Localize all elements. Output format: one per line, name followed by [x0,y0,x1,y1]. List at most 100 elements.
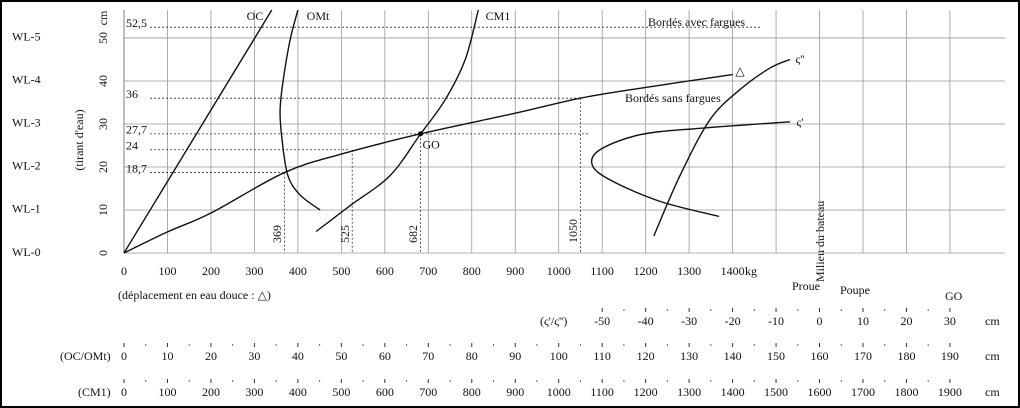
x-axis-label: (déplacement en eau douce : △) [118,288,271,302]
scale-tick-label: 100 [550,349,568,363]
scale-tick-label: 80 [466,349,478,363]
scale-tick-label: -20 [725,314,741,328]
scale-tick-label: 40 [292,349,304,363]
scale-tick-label: 1700 [851,385,875,399]
reference-value: 525 [338,225,352,243]
reference-label: 27,7 [126,123,147,137]
wl-label: WL-3 [12,116,41,130]
curve [590,121,791,218]
scale-tick-label: 1600 [808,385,832,399]
scale-tick-label: 60 [379,349,391,363]
x-tick-label: 1000 [547,264,571,278]
x-tick-label: 0 [121,264,127,278]
stern-label: Poupe [840,283,870,297]
scale-tick-label: 600 [376,385,394,399]
scale-label: (CM1) [78,385,111,399]
go-label: GO [422,138,440,152]
go-point [417,131,423,137]
scale-tick-label: 150 [767,349,785,363]
curve-label: CM1 [486,9,511,23]
scale-tick-label: 30 [248,349,260,363]
scale-tick-label: 30 [944,314,956,328]
scale-tick-label: -40 [638,314,654,328]
scale-tick-label: 0 [121,349,127,363]
y-tick-label: 20 [96,161,110,173]
scale-label: (ς'/ς'') [540,314,567,328]
scale-tick-label: 140 [724,349,742,363]
y-tick-label: 50 [96,32,110,44]
x-tick-label: 700 [419,264,437,278]
scale-tick-label: 20 [900,314,912,328]
x-tick-label: 900 [506,264,524,278]
scale-tick-label: 120 [637,349,655,363]
x-unit: kg [745,264,757,278]
wl-label: WL-5 [12,30,41,44]
scale-tick-label: 10 [161,349,173,363]
wl-label: WL-1 [12,202,41,216]
reference-text: Bordés sans fargues [625,91,721,105]
scale-tick-label: 0 [121,385,127,399]
wl-label: WL-0 [12,245,41,259]
scale-tick-label: 1400 [721,385,745,399]
scale-tick-label: 300 [245,385,263,399]
reference-value: 369 [270,225,284,243]
x-tick-label: 1400 [721,264,745,278]
scale-tick-label: 20 [205,349,217,363]
scale-unit: cm [985,385,1000,399]
scale-tick-label: 160 [811,349,829,363]
curve [279,9,321,211]
scale-tick-label: 1200 [634,385,658,399]
y-tick-label: 10 [96,204,110,216]
x-tick-label: 1300 [677,264,701,278]
x-tick-label: 400 [289,264,307,278]
scale-tick-label: 0 [817,314,823,328]
reference-text: Bordés avec fargues [648,15,745,29]
scale-tick-label: 1300 [677,385,701,399]
scale-tick-label: 180 [897,349,915,363]
scale-tick-label: 190 [941,349,959,363]
x-tick-label: 1200 [634,264,658,278]
scale-tick-label: 400 [289,385,307,399]
scale-tick-label: 800 [463,385,481,399]
scale-tick-label: 700 [419,385,437,399]
bow-label: Proue [792,279,820,293]
scale-tick-label: 1900 [938,385,962,399]
x-tick-label: 800 [463,264,481,278]
scale-tick-label: 110 [593,349,611,363]
scale-tick-label: 1800 [894,385,918,399]
scale-label: (OC/OMt) [60,349,111,363]
wl-label: WL-2 [12,159,41,173]
x-tick-label: 500 [332,264,350,278]
reference-label: 18,7 [126,161,147,175]
curve-label: ς' [797,115,804,129]
scale-tick-label: 100 [158,385,176,399]
scale-tick-label: 70 [422,349,434,363]
scale-tick-label: 50 [335,349,347,363]
scale-tick-label: 900 [506,385,524,399]
reference-value: 682 [406,225,420,243]
curve-label: OC [247,9,264,23]
wl-label: WL-4 [12,73,41,87]
y-tick-label: 0 [96,250,110,256]
curve [653,58,791,237]
reference-value: 1050 [566,219,580,243]
reference-label: 36 [126,87,138,101]
scale-tick-label: -30 [681,314,697,328]
curve [123,73,733,254]
scale-unit: cm [985,314,1000,328]
y-tick-label: 40 [96,75,110,87]
curve [123,9,273,254]
scale-tick-label: 170 [854,349,872,363]
curve [315,9,479,233]
scale-tick-label: 1100 [590,385,614,399]
curve-label: △ [735,64,745,78]
scale-unit: cm [985,349,1000,363]
x-tick-label: 200 [202,264,220,278]
reference-label: 24 [126,139,138,153]
scale-tick-label: 1000 [547,385,571,399]
go-marker-label: GO [945,289,963,303]
curve-label: OMt [307,9,330,23]
scale-tick-label: 10 [857,314,869,328]
